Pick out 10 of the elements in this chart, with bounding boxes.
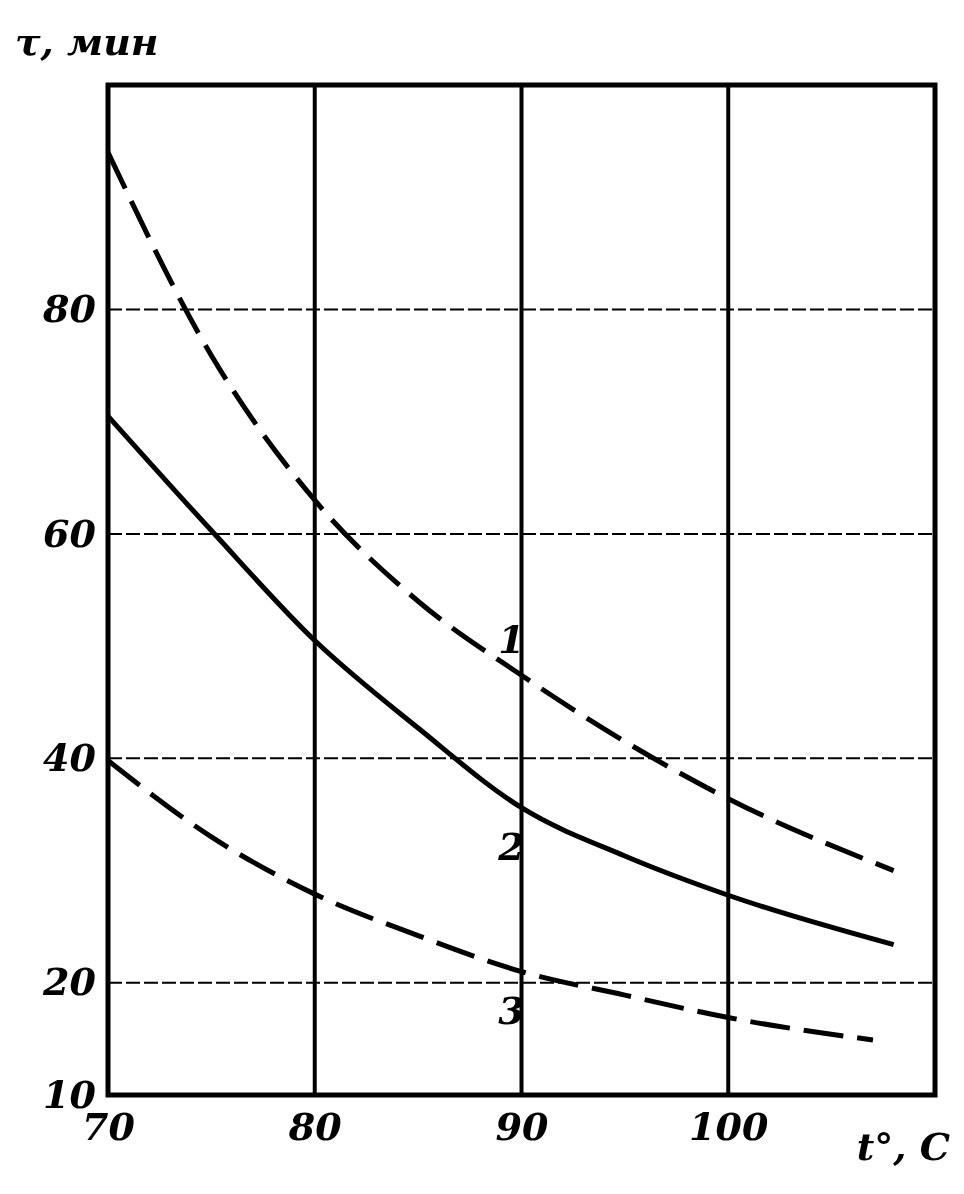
- y-tick-label: 40: [43, 734, 97, 780]
- x-tick-label: 90: [495, 1103, 549, 1149]
- y-tick-label: 80: [42, 286, 97, 332]
- x-axis-title: t°, C: [856, 1124, 950, 1169]
- series-label: 1: [498, 617, 525, 663]
- y-axis-title: τ, мин: [15, 19, 159, 64]
- x-tick-label: 100: [689, 1103, 769, 1149]
- x-tick-label: 80: [287, 1103, 343, 1149]
- y-tick-label: 20: [42, 959, 97, 1005]
- y-tick-label: 60: [43, 510, 97, 556]
